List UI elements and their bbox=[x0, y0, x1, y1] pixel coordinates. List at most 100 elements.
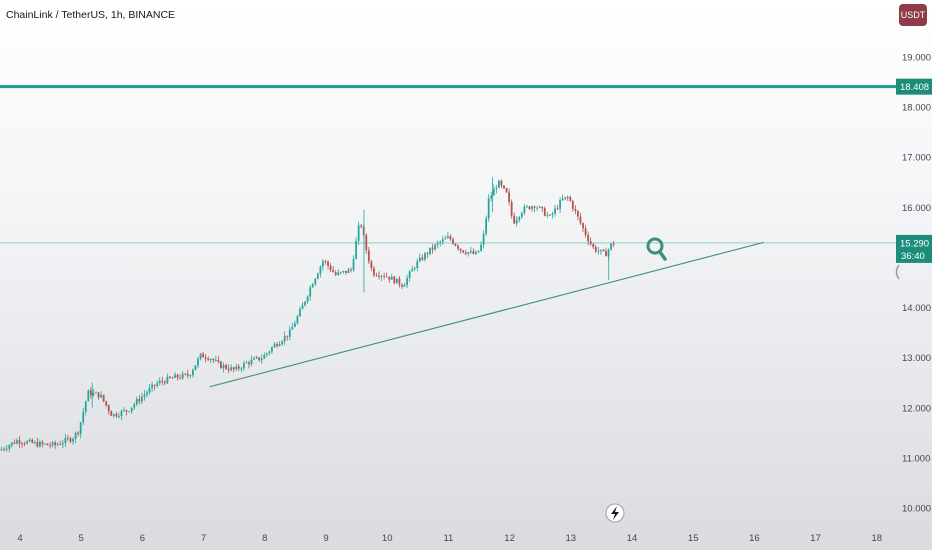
candle-body bbox=[385, 276, 388, 278]
y-tick-label: 17.000 bbox=[902, 153, 931, 164]
x-tick-label: 6 bbox=[140, 533, 145, 544]
candle-body bbox=[594, 246, 597, 252]
candle-body bbox=[156, 383, 159, 387]
candle-body bbox=[561, 198, 564, 201]
candle-body bbox=[551, 213, 554, 215]
candle-body bbox=[413, 268, 416, 269]
candle-body bbox=[41, 441, 44, 444]
candle-body bbox=[46, 443, 49, 446]
candle-body bbox=[36, 442, 39, 447]
candle-body bbox=[214, 359, 217, 361]
candle-body bbox=[559, 200, 561, 209]
candle-body bbox=[135, 399, 138, 405]
candle-body bbox=[230, 367, 233, 371]
candle-body bbox=[105, 401, 108, 406]
candle-body bbox=[286, 335, 289, 337]
candle-body bbox=[199, 353, 202, 359]
candle-body bbox=[584, 228, 587, 236]
candle-body bbox=[125, 410, 128, 412]
candle-body bbox=[334, 272, 337, 276]
current-price-text: 15.290 bbox=[900, 238, 929, 249]
candle-body bbox=[110, 411, 113, 416]
candle-body bbox=[33, 442, 36, 443]
level-price-text: 18.408 bbox=[900, 82, 929, 93]
candle-body bbox=[487, 198, 490, 219]
x-tick-label: 13 bbox=[566, 533, 577, 544]
candle-body bbox=[350, 269, 352, 271]
candle-body bbox=[84, 401, 87, 412]
candle-body bbox=[510, 201, 513, 216]
candle-body bbox=[467, 252, 470, 254]
candle-body bbox=[408, 271, 411, 278]
candle-body bbox=[566, 197, 569, 198]
candle-body bbox=[82, 411, 85, 423]
candle-body bbox=[107, 405, 110, 412]
candle-body bbox=[503, 185, 505, 189]
chart-icons[interactable] bbox=[605, 237, 900, 523]
candle-body bbox=[319, 266, 322, 274]
candle-body bbox=[406, 277, 408, 285]
candle-body bbox=[97, 392, 100, 398]
candle-body bbox=[118, 416, 120, 417]
candle-body bbox=[449, 236, 452, 240]
candle-body bbox=[309, 287, 312, 297]
candle-body bbox=[176, 374, 179, 378]
candle-body bbox=[554, 208, 556, 214]
candle-body bbox=[536, 207, 539, 209]
y-tick-label: 12.000 bbox=[902, 403, 931, 414]
candle-body bbox=[38, 441, 41, 447]
candle-body bbox=[232, 367, 235, 370]
candle-body bbox=[31, 439, 34, 443]
current-price-badge bbox=[896, 234, 932, 263]
candle-body bbox=[577, 210, 579, 217]
candle-body bbox=[482, 233, 485, 245]
candle-body bbox=[217, 359, 220, 362]
candle-body bbox=[421, 257, 424, 260]
candle-body bbox=[457, 245, 459, 249]
candle-body bbox=[222, 365, 225, 369]
candle-body bbox=[342, 270, 345, 272]
candle-body bbox=[436, 242, 439, 245]
candle-body bbox=[538, 206, 541, 208]
candle-body bbox=[189, 375, 192, 376]
candle-body bbox=[263, 354, 266, 359]
candle-body bbox=[582, 223, 584, 229]
x-tick-label: 5 bbox=[79, 533, 84, 544]
candle-body bbox=[67, 437, 69, 439]
x-tick-label: 15 bbox=[688, 533, 699, 544]
y-tick-label: 11.000 bbox=[902, 453, 930, 464]
candle-body bbox=[220, 361, 222, 369]
candle-body bbox=[571, 201, 574, 209]
candle-body bbox=[138, 399, 141, 402]
candle-body bbox=[120, 410, 123, 417]
candle-body bbox=[485, 218, 488, 234]
candle-body bbox=[5, 448, 8, 450]
candle-body bbox=[44, 443, 46, 445]
candle-body bbox=[388, 276, 391, 280]
x-tick-label: 17 bbox=[810, 533, 821, 544]
candle-body bbox=[605, 251, 607, 257]
candle-body bbox=[10, 442, 13, 446]
candle-body bbox=[72, 438, 74, 442]
candle-body bbox=[472, 251, 475, 254]
candle-body bbox=[332, 270, 335, 273]
x-tick-label: 10 bbox=[382, 533, 393, 544]
candle-body bbox=[375, 275, 378, 277]
x-tick-label: 14 bbox=[627, 533, 638, 544]
candle-body bbox=[543, 208, 546, 216]
candle-body bbox=[26, 441, 29, 444]
candle-body bbox=[186, 373, 189, 376]
candle-body bbox=[520, 212, 523, 218]
candle-body bbox=[13, 442, 16, 444]
candle-body bbox=[418, 257, 421, 262]
candle-body bbox=[69, 438, 72, 442]
candle-body bbox=[574, 208, 577, 211]
candle-body bbox=[102, 394, 105, 402]
candle-body bbox=[403, 284, 406, 287]
candle-body bbox=[446, 236, 449, 239]
currency-button[interactable]: USDT bbox=[899, 4, 927, 26]
candle-body bbox=[314, 278, 317, 285]
x-tick-label: 16 bbox=[749, 533, 760, 544]
